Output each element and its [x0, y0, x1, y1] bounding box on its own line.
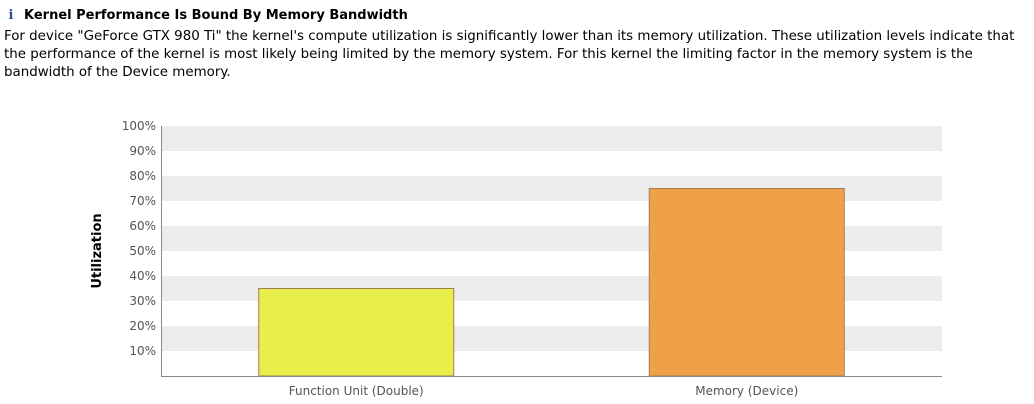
y-tick-label: 20% — [129, 319, 156, 333]
bar-memory-device — [648, 188, 845, 377]
bar-function-unit-double — [258, 288, 455, 377]
x-tick-labels: Function Unit (Double) Memory (Device) — [289, 384, 799, 398]
y-tick-label: 100% — [122, 119, 156, 133]
y-tick-label: 30% — [129, 294, 156, 308]
utilization-chart-svg: 10% 20% 30% 40% 50% 60% 70% 80% 90% 100% Function… — [90, 119, 942, 398]
y-tick-label: 60% — [129, 219, 156, 233]
y-tick-labels: 10% 20% 30% 40% 50% 60% 70% 80% 90% 100% — [122, 119, 156, 358]
y-tick-label: 50% — [129, 244, 156, 258]
kernel-analysis-header: i Kernel Performance Is Bound By Memory … — [4, 5, 1030, 82]
x-tick-label: Function Unit (Double) — [289, 384, 424, 398]
grid-band — [161, 126, 942, 151]
y-tick-label: 70% — [129, 194, 156, 208]
analysis-title: Kernel Performance Is Bound By Memory Ba… — [24, 7, 408, 23]
y-tick-label: 40% — [129, 269, 156, 283]
y-tick-label: 90% — [129, 144, 156, 158]
analysis-description: For device "GeForce GTX 980 Ti" the kern… — [4, 29, 1015, 80]
axes — [161, 126, 942, 377]
y-axis-label: Utilization — [90, 213, 105, 288]
y-tick-label: 80% — [129, 169, 156, 183]
bars — [258, 188, 845, 377]
x-tick-label: Memory (Device) — [695, 384, 798, 398]
utilization-chart: 10% 20% 30% 40% 50% 60% 70% 80% 90% 100% Function… — [0, 110, 1034, 400]
title-row: i Kernel Performance Is Bound By Memory … — [4, 5, 1030, 25]
info-icon: i — [8, 7, 14, 23]
y-tick-label: 10% — [129, 344, 156, 358]
